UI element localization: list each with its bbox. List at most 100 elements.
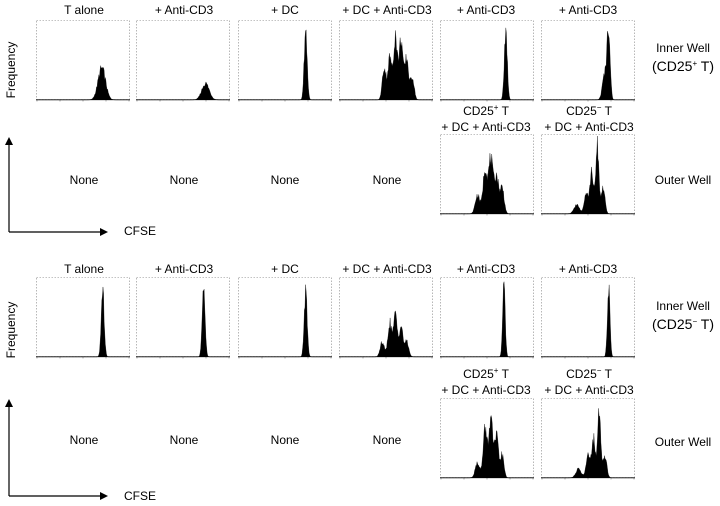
histogram-area xyxy=(36,65,130,101)
panel-frame xyxy=(339,20,433,100)
histogram-panel xyxy=(541,20,635,102)
histogram-panel xyxy=(136,20,230,102)
panel-frame xyxy=(440,277,534,357)
y-axis-arrowhead xyxy=(5,399,13,407)
histogram-panel xyxy=(339,20,433,102)
histogram-area xyxy=(440,281,534,358)
col-header-anti-cd3-b: + Anti-CD3 xyxy=(456,262,516,276)
histogram-area xyxy=(541,135,635,215)
histogram-panel xyxy=(36,20,130,102)
outer-header-sup: + xyxy=(493,366,499,375)
panel-frame xyxy=(36,277,130,357)
side-label-inner-well: Inner Well (CD25+ T) xyxy=(652,40,714,74)
panel-frame xyxy=(541,134,635,214)
histogram-area xyxy=(541,284,635,358)
histogram-area xyxy=(238,284,332,358)
col-header-dc-anti-cd3: + DC + Anti-CD3 xyxy=(342,3,432,17)
outer-header-text: T xyxy=(498,367,509,381)
none-label: None xyxy=(69,433,99,447)
histogram-panel xyxy=(136,277,230,359)
histogram-panel xyxy=(440,134,534,216)
panel-frame xyxy=(36,20,130,100)
none-label: None xyxy=(372,173,402,187)
y-axis-label: Frequency xyxy=(4,301,18,359)
x-axis-arrowhead xyxy=(100,228,108,236)
histogram-panel xyxy=(440,20,534,102)
col-header-t-alone: T alone xyxy=(64,262,104,276)
histogram-area xyxy=(541,31,635,101)
histogram-area xyxy=(238,29,332,101)
histogram-area xyxy=(339,310,433,358)
side-label-text: T) xyxy=(697,58,714,74)
outer-header-sup: + xyxy=(493,103,499,112)
outer-header-line2: + DC + Anti-CD3 xyxy=(441,383,531,397)
histogram-area xyxy=(440,153,534,215)
outer-header-text: CD25 xyxy=(566,104,597,118)
panel-frame xyxy=(440,398,534,478)
outer-header-text: T xyxy=(498,104,509,118)
x-axis-label: CFSE xyxy=(124,489,157,503)
histogram-area xyxy=(440,414,534,479)
outer-header-line2: + DC + Anti-CD3 xyxy=(544,383,634,397)
x-axis-label: CFSE xyxy=(124,224,157,238)
col-header-anti-cd3-b: + Anti-CD3 xyxy=(456,3,516,17)
histogram-area xyxy=(440,27,534,101)
outer-header-line1: CD25+ T xyxy=(441,363,530,382)
histogram-panel xyxy=(440,398,534,480)
none-label: None xyxy=(270,173,300,187)
histogram-panel xyxy=(440,277,534,359)
x-axis-arrowhead xyxy=(100,492,108,500)
outer-header-text: T xyxy=(601,367,612,381)
side-label-text: (CD25 xyxy=(652,58,693,74)
histogram-panel xyxy=(36,277,130,359)
histogram-panel xyxy=(541,398,635,480)
histogram-area xyxy=(36,286,130,358)
panel-frame xyxy=(541,277,635,357)
panel-frame xyxy=(238,20,332,100)
panel-frame xyxy=(541,398,635,478)
side-label-line: Inner Well xyxy=(656,41,710,55)
y-axis-label: Frequency xyxy=(4,41,18,99)
side-label-text: T) xyxy=(697,316,714,332)
histogram-area xyxy=(339,30,433,101)
col-header-anti-cd3: + Anti-CD3 xyxy=(154,3,214,17)
outer-header-line1: CD25− T xyxy=(544,100,633,119)
outer-header-line1: CD25− T xyxy=(544,363,633,382)
outer-header-cd25neg: CD25− T + DC + Anti-CD3 xyxy=(544,100,633,135)
side-label-text: (CD25 xyxy=(652,316,693,332)
panel-frame xyxy=(440,20,534,100)
histogram-area xyxy=(541,408,635,479)
side-label-inner-well: Inner Well (CD25− T) xyxy=(652,298,714,332)
outer-header-text: CD25 xyxy=(463,104,494,118)
outer-header-line2: + DC + Anti-CD3 xyxy=(544,120,634,134)
outer-header-cd25pos: CD25+ T + DC + Anti-CD3 xyxy=(441,100,530,135)
outer-header-line1: CD25+ T xyxy=(441,100,530,119)
outer-header-line2: + DC + Anti-CD3 xyxy=(441,120,531,134)
outer-header-cd25pos: CD25+ T + DC + Anti-CD3 xyxy=(441,363,530,398)
outer-header-sup: − xyxy=(596,103,602,112)
histogram-panel xyxy=(339,277,433,359)
panel-frame xyxy=(541,20,635,100)
side-label-sup: + xyxy=(692,59,698,68)
none-label: None xyxy=(270,433,300,447)
outer-header-cd25neg: CD25− T + DC + Anti-CD3 xyxy=(544,363,633,398)
col-header-dc-anti-cd3: + DC + Anti-CD3 xyxy=(342,262,432,276)
side-label-sup: − xyxy=(692,317,698,326)
outer-header-sup: − xyxy=(596,366,602,375)
outer-header-text: T xyxy=(601,104,612,118)
histogram-panel xyxy=(238,277,332,359)
none-label: None xyxy=(69,173,99,187)
side-label-cell-type: (CD25− T) xyxy=(652,314,714,332)
histogram-area xyxy=(136,81,230,101)
panel-frame xyxy=(339,277,433,357)
histogram-panel xyxy=(541,134,635,216)
side-label-outer-well: Outer Well xyxy=(654,435,712,449)
col-header-dc: + DC xyxy=(271,262,299,276)
col-header-anti-cd3-c: + Anti-CD3 xyxy=(558,262,618,276)
histogram-panel xyxy=(541,277,635,359)
col-header-anti-cd3-c: + Anti-CD3 xyxy=(558,3,618,17)
side-label-line: Inner Well xyxy=(656,299,710,313)
col-header-t-alone: T alone xyxy=(64,3,104,17)
col-header-dc: + DC xyxy=(271,3,299,17)
